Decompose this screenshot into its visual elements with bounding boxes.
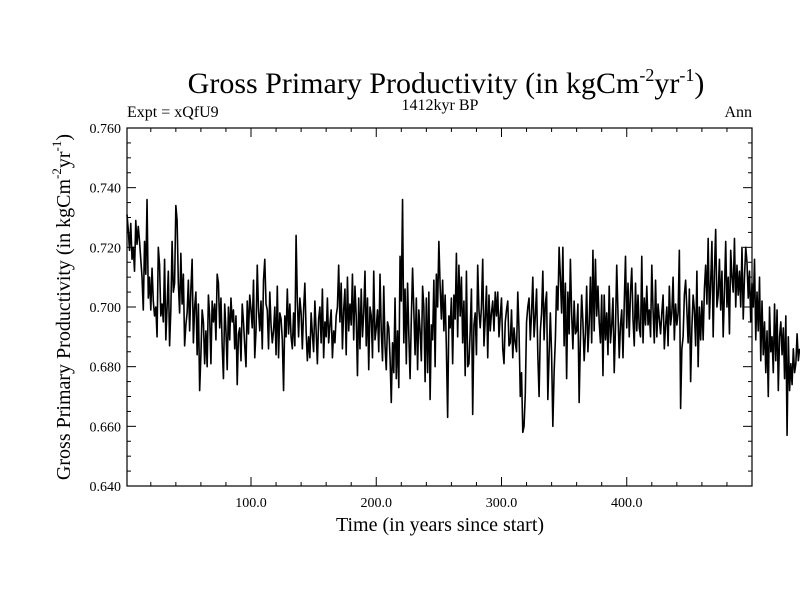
y-tick-label: 0.720 [90,241,122,256]
y-axis-label-superscript-1: -2 [49,168,64,179]
season-label: Ann [724,104,752,121]
plot-area: 100.0 200.0 300.0 400.0 0.640 0.660 0.680 0.700… [90,122,800,511]
experiment-label: Expt = xQfU9 [127,104,219,121]
y-axis-label-text-mid: yr [53,151,75,168]
y-tick-label: 0.660 [90,420,122,435]
x-axis-label: Time (in years since start) [336,514,544,536]
x-tick-label: 300.0 [486,496,518,511]
x-tick-label: 100.0 [235,496,267,511]
y-tick-label: 0.680 [90,361,122,376]
y-axis-label-superscript-2: -1 [49,141,64,152]
gpp-series-line [126,198,800,437]
plot-frame [126,127,753,487]
y-tick-label: 0.640 [90,480,122,495]
x-tick-label: 400.0 [611,496,643,511]
title-superscript-2: -1 [679,65,694,85]
y-axis-label: Gross Primary Productivity (in kgCm-2yr-… [49,134,75,480]
chart-title: Gross Primary Productivity (in kgCm-2yr-… [188,65,705,100]
title-superscript-1: -2 [639,65,654,85]
title-text-mid: yr [654,67,679,100]
y-axis-label-text-end: ) [53,134,75,141]
y-tick-label: 0.760 [90,122,122,137]
title-text-end: ) [694,67,704,100]
y-tick-label: 0.740 [90,182,122,197]
y-axis-label-text: Gross Primary Productivity (in kgCm [53,179,75,481]
title-text: Gross Primary Productivity (in kgCm [188,67,640,100]
svg-text:Gross Primary Productivity (in: Gross Primary Productivity (in kgCm-2yr-… [188,65,705,100]
x-tick-label: 200.0 [360,496,392,511]
y-tick-label: 0.700 [90,301,122,316]
time-period-label: 1412kyr BP [402,97,479,114]
